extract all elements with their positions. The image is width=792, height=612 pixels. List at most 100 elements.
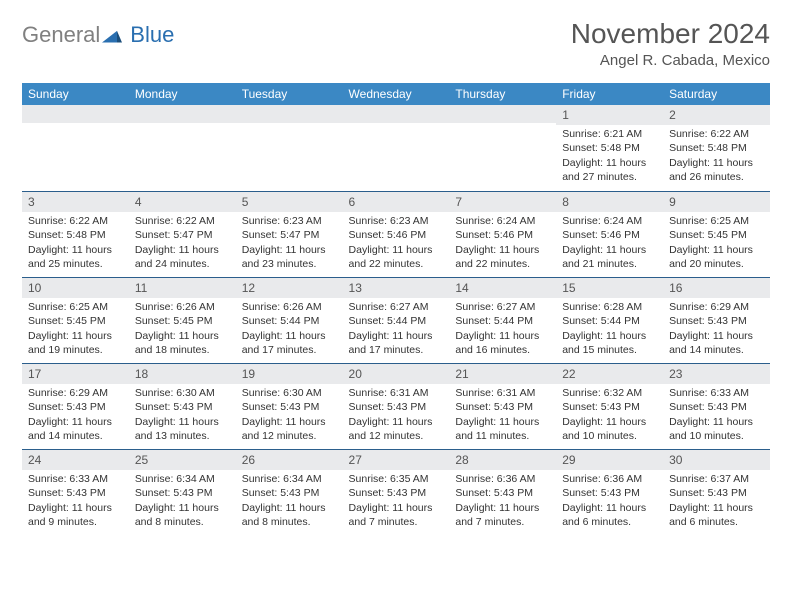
calendar-week-row: 3Sunrise: 6:22 AMSunset: 5:48 PMDaylight… (22, 191, 770, 277)
sunrise-text: Sunrise: 6:31 AM (349, 386, 444, 400)
sunrise-text: Sunrise: 6:26 AM (242, 300, 337, 314)
day-number: 20 (343, 363, 450, 384)
day-details: Sunrise: 6:26 AMSunset: 5:45 PMDaylight:… (129, 298, 236, 363)
day-details (129, 123, 236, 131)
day-number: 15 (556, 277, 663, 298)
sunrise-text: Sunrise: 6:32 AM (562, 386, 657, 400)
daylight-text: Daylight: 11 hours and 6 minutes. (562, 501, 657, 529)
sunset-text: Sunset: 5:43 PM (242, 486, 337, 500)
sunset-text: Sunset: 5:44 PM (242, 314, 337, 328)
day-number: 26 (236, 449, 343, 470)
day-number (236, 105, 343, 123)
calendar-cell: 29Sunrise: 6:36 AMSunset: 5:43 PMDayligh… (556, 449, 663, 535)
day-number: 4 (129, 191, 236, 212)
day-details: Sunrise: 6:35 AMSunset: 5:43 PMDaylight:… (343, 470, 450, 535)
calendar-cell: 24Sunrise: 6:33 AMSunset: 5:43 PMDayligh… (22, 449, 129, 535)
calendar-week-row: 17Sunrise: 6:29 AMSunset: 5:43 PMDayligh… (22, 363, 770, 449)
calendar-cell: 12Sunrise: 6:26 AMSunset: 5:44 PMDayligh… (236, 277, 343, 363)
day-number: 3 (22, 191, 129, 212)
calendar-cell: 26Sunrise: 6:34 AMSunset: 5:43 PMDayligh… (236, 449, 343, 535)
calendar-cell: 7 Sunrise: 6:24 AMSunset: 5:46 PMDaylight… (449, 191, 556, 277)
sunset-text: Sunset: 5:47 PM (135, 228, 230, 242)
sunset-text: Sunset: 5:46 PM (562, 228, 657, 242)
day-details: Sunrise: 6:37 AMSunset: 5:43 PMDaylight:… (663, 470, 770, 535)
daylight-text: Daylight: 11 hours and 22 minutes. (455, 243, 550, 271)
day-details (236, 123, 343, 131)
day-details: Sunrise: 6:32 AMSunset: 5:43 PMDaylight:… (556, 384, 663, 449)
sunset-text: Sunset: 5:43 PM (28, 400, 123, 414)
daylight-text: Daylight: 11 hours and 23 minutes. (242, 243, 337, 271)
sunset-text: Sunset: 5:43 PM (242, 400, 337, 414)
daylight-text: Daylight: 11 hours and 19 minutes. (28, 329, 123, 357)
day-number: 5 (236, 191, 343, 212)
daylight-text: Daylight: 11 hours and 24 minutes. (135, 243, 230, 271)
daylight-text: Daylight: 11 hours and 26 minutes. (669, 156, 764, 184)
day-number: 13 (343, 277, 450, 298)
sunset-text: Sunset: 5:46 PM (455, 228, 550, 242)
sunset-text: Sunset: 5:45 PM (669, 228, 764, 242)
day-details: Sunrise: 6:27 AMSunset: 5:44 PMDaylight:… (449, 298, 556, 363)
sunrise-text: Sunrise: 6:26 AM (135, 300, 230, 314)
calendar-cell: 13Sunrise: 6:27 AMSunset: 5:44 PMDayligh… (343, 277, 450, 363)
day-details: Sunrise: 6:33 AMSunset: 5:43 PMDaylight:… (22, 470, 129, 535)
daylight-text: Daylight: 11 hours and 14 minutes. (669, 329, 764, 357)
day-details: Sunrise: 6:25 AMSunset: 5:45 PMDaylight:… (22, 298, 129, 363)
calendar-cell: 30Sunrise: 6:37 AMSunset: 5:43 PMDayligh… (663, 449, 770, 535)
sunrise-text: Sunrise: 6:22 AM (28, 214, 123, 228)
day-details (449, 123, 556, 131)
sunset-text: Sunset: 5:43 PM (135, 400, 230, 414)
daylight-text: Daylight: 11 hours and 9 minutes. (28, 501, 123, 529)
sunrise-text: Sunrise: 6:29 AM (28, 386, 123, 400)
title-block: November 2024 Angel R. Cabada, Mexico (571, 18, 770, 69)
day-number: 7 (449, 191, 556, 212)
logo-text-general: General (22, 22, 100, 48)
sunset-text: Sunset: 5:45 PM (135, 314, 230, 328)
day-details: Sunrise: 6:34 AMSunset: 5:43 PMDaylight:… (129, 470, 236, 535)
calendar-cell (129, 105, 236, 191)
calendar-cell (236, 105, 343, 191)
day-number (129, 105, 236, 123)
calendar-cell: 16Sunrise: 6:29 AMSunset: 5:43 PMDayligh… (663, 277, 770, 363)
calendar-cell: 19Sunrise: 6:30 AMSunset: 5:43 PMDayligh… (236, 363, 343, 449)
weekday-header: Sunday (22, 83, 129, 105)
sunset-text: Sunset: 5:43 PM (669, 314, 764, 328)
sunrise-text: Sunrise: 6:28 AM (562, 300, 657, 314)
daylight-text: Daylight: 11 hours and 12 minutes. (349, 415, 444, 443)
weekday-header: Saturday (663, 83, 770, 105)
day-details: Sunrise: 6:24 AMSunset: 5:46 PMDaylight:… (556, 212, 663, 277)
sunrise-text: Sunrise: 6:25 AM (669, 214, 764, 228)
sunset-text: Sunset: 5:43 PM (349, 400, 444, 414)
sunrise-text: Sunrise: 6:23 AM (349, 214, 444, 228)
weekday-header: Monday (129, 83, 236, 105)
day-details: Sunrise: 6:27 AMSunset: 5:44 PMDaylight:… (343, 298, 450, 363)
day-details: Sunrise: 6:33 AMSunset: 5:43 PMDaylight:… (663, 384, 770, 449)
sunset-text: Sunset: 5:43 PM (455, 400, 550, 414)
daylight-text: Daylight: 11 hours and 7 minutes. (349, 501, 444, 529)
calendar-cell: 11Sunrise: 6:26 AMSunset: 5:45 PMDayligh… (129, 277, 236, 363)
sunrise-text: Sunrise: 6:24 AM (562, 214, 657, 228)
day-details: Sunrise: 6:30 AMSunset: 5:43 PMDaylight:… (129, 384, 236, 449)
calendar-cell: 23Sunrise: 6:33 AMSunset: 5:43 PMDayligh… (663, 363, 770, 449)
calendar-cell: 9Sunrise: 6:25 AMSunset: 5:45 PMDaylight… (663, 191, 770, 277)
sunrise-text: Sunrise: 6:33 AM (669, 386, 764, 400)
calendar-cell: 10Sunrise: 6:25 AMSunset: 5:45 PMDayligh… (22, 277, 129, 363)
sunset-text: Sunset: 5:44 PM (562, 314, 657, 328)
sunset-text: Sunset: 5:44 PM (455, 314, 550, 328)
day-number (449, 105, 556, 123)
day-number: 19 (236, 363, 343, 384)
daylight-text: Daylight: 11 hours and 17 minutes. (242, 329, 337, 357)
calendar-cell: 22Sunrise: 6:32 AMSunset: 5:43 PMDayligh… (556, 363, 663, 449)
calendar-week-row: 10Sunrise: 6:25 AMSunset: 5:45 PMDayligh… (22, 277, 770, 363)
sunset-text: Sunset: 5:46 PM (349, 228, 444, 242)
sunrise-text: Sunrise: 6:24 AM (455, 214, 550, 228)
calendar-cell: 8Sunrise: 6:24 AMSunset: 5:46 PMDaylight… (556, 191, 663, 277)
day-details: Sunrise: 6:31 AMSunset: 5:43 PMDaylight:… (343, 384, 450, 449)
daylight-text: Daylight: 11 hours and 15 minutes. (562, 329, 657, 357)
sunrise-text: Sunrise: 6:34 AM (242, 472, 337, 486)
day-number: 17 (22, 363, 129, 384)
logo-text-blue: Blue (130, 22, 174, 48)
sunset-text: Sunset: 5:45 PM (28, 314, 123, 328)
month-title: November 2024 (571, 18, 770, 50)
calendar-cell: 6Sunrise: 6:23 AMSunset: 5:46 PMDaylight… (343, 191, 450, 277)
calendar-cell: 5Sunrise: 6:23 AMSunset: 5:47 PMDaylight… (236, 191, 343, 277)
